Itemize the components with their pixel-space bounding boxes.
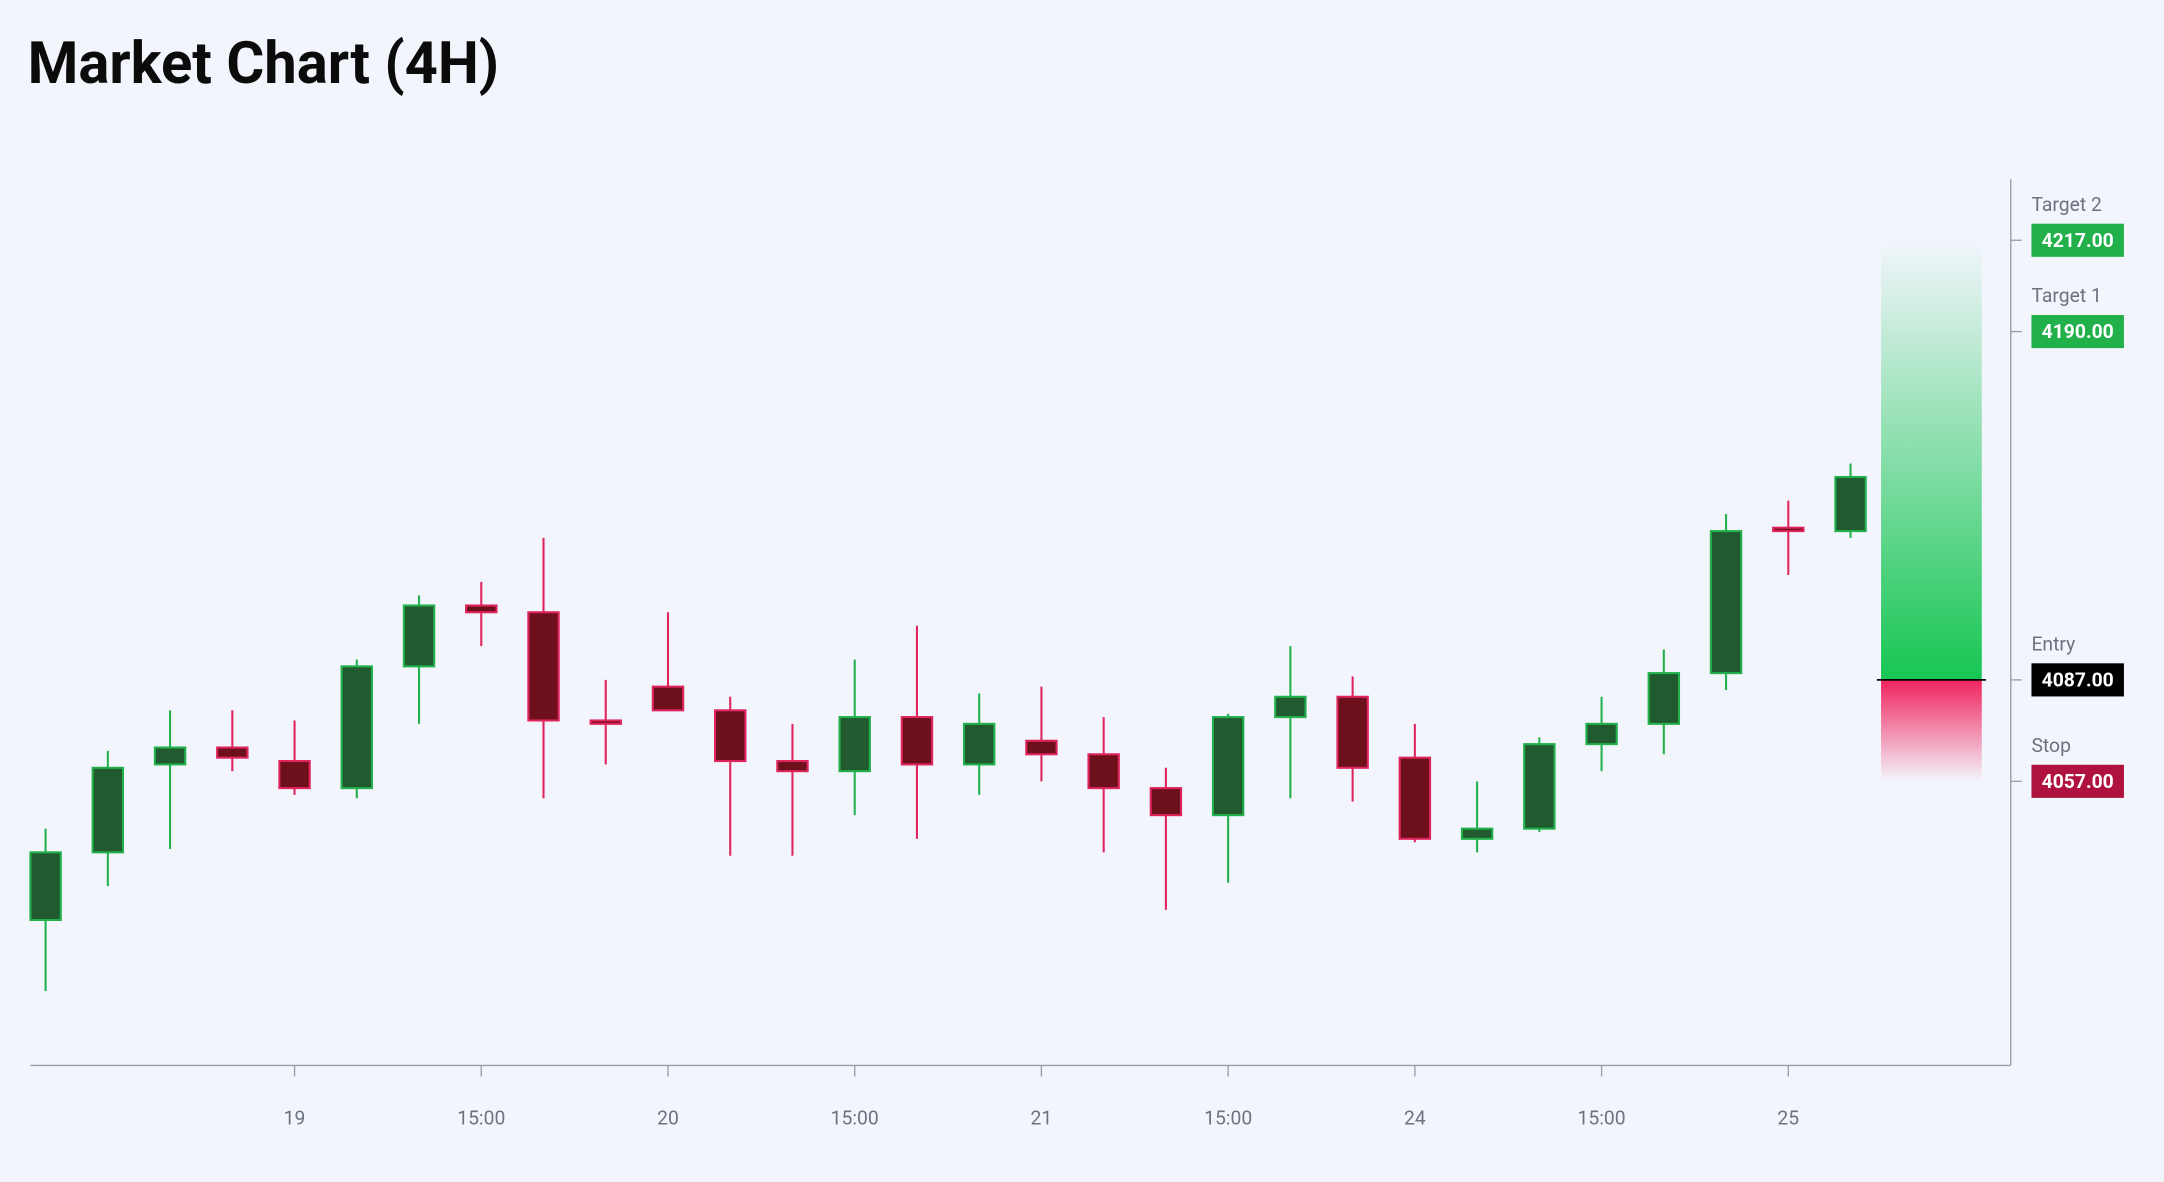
- x-tick-label: 15:00: [1578, 1106, 1626, 1129]
- candle-body: [714, 709, 747, 763]
- candle-body: [465, 604, 498, 614]
- candle-body: [1398, 756, 1432, 840]
- candle-body: [1585, 722, 1618, 746]
- candle-body: [278, 760, 311, 790]
- candle-body: [1460, 827, 1494, 840]
- candle-body: [91, 766, 125, 854]
- candle-body: [1211, 716, 1245, 817]
- candle-body: [838, 716, 871, 773]
- level-label: 4057.00: [2042, 770, 2114, 793]
- candle-body: [1336, 695, 1369, 769]
- candle-body: [1087, 753, 1120, 790]
- reward-zone: [1881, 240, 1982, 680]
- chart-title: Market Chart (4H): [28, 30, 500, 98]
- x-tick-label: 20: [657, 1106, 679, 1129]
- level-box: [2031, 663, 2124, 697]
- candle-body: [527, 611, 560, 722]
- level-label: 4190.00: [2042, 320, 2114, 343]
- candle-body: [962, 722, 996, 766]
- candle-body: [1025, 739, 1058, 756]
- level-box: [2031, 315, 2124, 349]
- candle-body: [1647, 672, 1681, 725]
- candle-body: [1834, 475, 1867, 533]
- candle-body: [1709, 530, 1743, 675]
- level-label: 4087.00: [2042, 668, 2114, 691]
- level-name: Stop: [2031, 734, 2070, 757]
- candle-body: [776, 760, 809, 773]
- x-tick-label: 15:00: [1204, 1106, 1252, 1129]
- x-tick-label: 25: [1777, 1106, 1799, 1129]
- risk-zone: [1881, 679, 1982, 782]
- level-label: 4217.00: [2042, 229, 2114, 252]
- x-tick-label: 15:00: [457, 1106, 505, 1129]
- level-box: [2031, 764, 2124, 798]
- x-tick-label: 19: [284, 1106, 306, 1129]
- level-name: Target 2: [2031, 193, 2102, 216]
- level-box: [2031, 223, 2124, 257]
- candle-body: [1523, 743, 1556, 830]
- candle-body: [340, 665, 374, 790]
- candle-body: [589, 719, 622, 725]
- candle-body: [216, 746, 249, 759]
- candle-body: [1772, 526, 1805, 533]
- x-tick-label: 15:00: [831, 1106, 879, 1129]
- candle-body: [1274, 695, 1307, 719]
- candle-body: [402, 604, 436, 668]
- level-name: Entry: [2031, 632, 2075, 655]
- x-tick-label: 21: [1031, 1106, 1053, 1129]
- x-tick-label: 24: [1404, 1106, 1426, 1129]
- candle-body: [900, 716, 934, 766]
- level-name: Target 1: [2031, 284, 2101, 307]
- candle-body: [29, 851, 62, 922]
- candle-body: [1149, 787, 1183, 817]
- candle-body: [651, 685, 685, 712]
- candle-body: [153, 746, 187, 766]
